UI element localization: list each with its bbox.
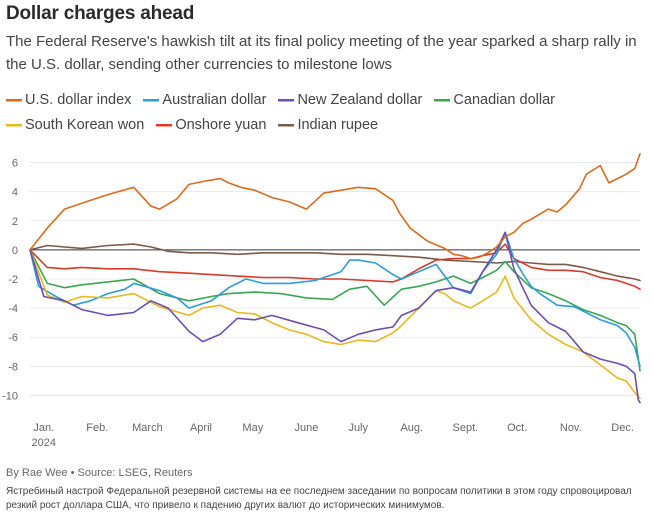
legend-label: Indian rupee <box>297 117 379 133</box>
caption: Ястребиный настрой Федеральной резервной… <box>6 486 632 511</box>
x-tick-label: Feb. <box>86 422 108 434</box>
x-tick-label: Dec. <box>611 422 634 434</box>
y-tick-label: 2 <box>12 216 18 228</box>
x-tick-label: Sept. <box>453 422 479 434</box>
y-tick-label: 6 <box>12 158 18 170</box>
legend: U.S. dollar index Australian dollar New … <box>6 88 646 138</box>
legend-swatch-krw-icon <box>6 124 22 127</box>
y-tick-label: -6 <box>8 332 18 344</box>
legend-swatch-nzd-icon <box>278 99 295 102</box>
legend-item-usd: U.S. dollar index <box>6 88 131 113</box>
legend-swatch-aud-icon <box>143 99 160 102</box>
x-tick-label: April <box>190 422 212 434</box>
legend-swatch-inr-icon <box>278 124 295 127</box>
x-tick-label: July <box>348 422 368 434</box>
chart-subtitle: The Federal Reserve's hawkish tilt at it… <box>6 33 637 73</box>
y-tick-label: -4 <box>8 303 18 315</box>
series-line-nzd <box>29 231 641 404</box>
x-tick-label: May <box>242 422 263 434</box>
legend-item-aud: Australian dollar <box>143 88 266 113</box>
legend-label: Canadian dollar <box>453 92 555 108</box>
legend-swatch-usd-icon <box>6 99 22 102</box>
legend-item-inr: Indian rupee <box>278 113 378 138</box>
line-chart: 6 4 2 0 -2 -4 -6 -8 -10 Jan. Feb. March April May June… <box>2 153 641 449</box>
legend-label: Onshore yuan <box>175 117 267 133</box>
y-tick-label: -2 <box>8 274 18 286</box>
y-tick-label: 0 <box>12 245 18 257</box>
series-line-aud <box>29 231 641 368</box>
x-tick-label: Aug. <box>400 422 423 434</box>
legend-swatch-cny-icon <box>156 124 173 127</box>
legend-item-nzd: New Zealand dollar <box>278 88 422 113</box>
chart-title: Dollar charges ahead <box>6 3 195 24</box>
y-tick-label: -8 <box>8 361 18 373</box>
x-tick-label: March <box>132 422 163 434</box>
legend-label: New Zealand dollar <box>297 92 423 108</box>
x-tick-label: Jan. <box>33 422 54 434</box>
legend-label: South Korean won <box>25 117 145 133</box>
y-tick-label: 4 <box>12 187 18 199</box>
x-tick-label: Nov. <box>560 422 582 434</box>
legend-item-krw: South Korean won <box>6 113 144 138</box>
legend-item-cad: Canadian dollar <box>434 88 555 113</box>
x-tick-label: June <box>294 422 318 434</box>
y-tick-label: -10 <box>2 390 18 402</box>
legend-label: U.S. dollar index <box>25 92 132 108</box>
legend-label: Australian dollar <box>162 92 267 108</box>
legend-item-cny: Onshore yuan <box>156 113 266 138</box>
series-line-krw <box>29 249 641 400</box>
legend-swatch-cad-icon <box>434 99 451 102</box>
series-line-inr <box>29 243 641 282</box>
byline: By Rae Wee • Source: LSEG, Reuters <box>6 467 193 479</box>
series-line-usd <box>29 153 641 260</box>
series-line-cny <box>29 243 641 290</box>
x-tick-label: Oct. <box>507 422 527 434</box>
x-tick-year-label: 2024 <box>31 437 55 449</box>
